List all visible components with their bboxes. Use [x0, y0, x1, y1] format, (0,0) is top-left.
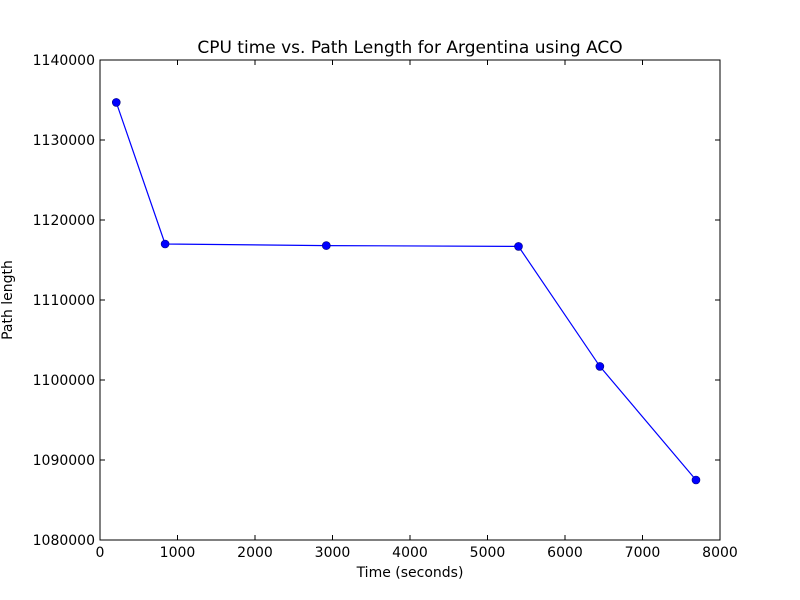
y-axis-label: Path length — [0, 260, 16, 340]
x-tick-label: 6000 — [547, 545, 583, 561]
y-tick-label: 1110000 — [33, 293, 95, 309]
x-tick-label: 8000 — [702, 545, 738, 561]
x-tick-label: 4000 — [392, 545, 428, 561]
y-tick-label: 1120000 — [33, 213, 95, 229]
series-line — [115, 102, 697, 481]
x-tick-label: 2000 — [237, 545, 273, 561]
x-tick-label: 0 — [96, 545, 105, 561]
x-tick-label: 5000 — [470, 545, 506, 561]
y-tick-label: 1100000 — [33, 373, 95, 389]
chart-title: CPU time vs. Path Length for Argentina u… — [197, 38, 622, 58]
data-point — [514, 242, 523, 251]
plot-area — [99, 59, 721, 541]
y-tick-label: 1140000 — [33, 53, 95, 69]
data-point — [321, 241, 331, 250]
series-layer — [111, 98, 701, 485]
x-tick-label: 3000 — [315, 545, 351, 561]
y-axis-ticks: 1080000 1090000 1100000 1110000 1120000 11300… — [33, 53, 720, 549]
y-tick-label: 1130000 — [33, 133, 95, 149]
data-point — [111, 98, 121, 107]
y-tick-label: 1080000 — [33, 533, 95, 549]
x-tick-label: 1000 — [160, 545, 196, 561]
data-point — [595, 362, 605, 371]
x-tick-label: 7000 — [625, 545, 661, 561]
y-tick-label: 1090000 — [33, 453, 95, 469]
data-point — [691, 475, 701, 485]
data-point — [160, 239, 170, 249]
x-axis-label: Time (seconds) — [356, 565, 464, 581]
x-axis-ticks: 0 1000 2000 3000 4000 5000 6000 7000 8000 — [96, 60, 738, 561]
